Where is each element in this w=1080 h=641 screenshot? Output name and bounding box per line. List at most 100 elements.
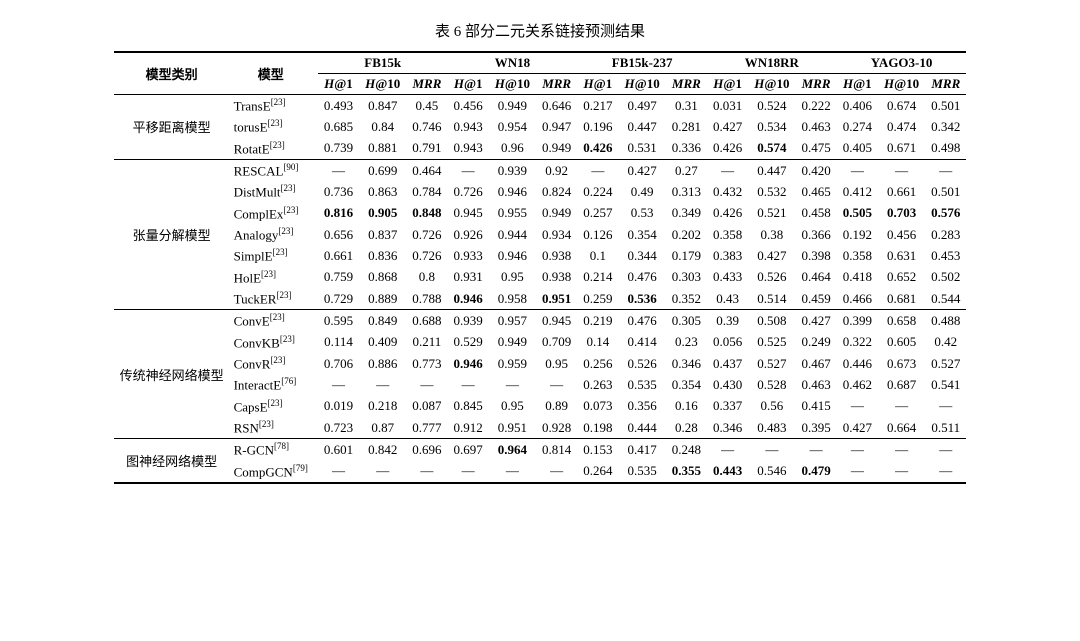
value-cell: 0.346 — [707, 417, 748, 439]
value-cell: — — [406, 374, 447, 395]
model-cell: DistMult[23] — [230, 181, 318, 202]
value-cell: 0.501 — [925, 95, 966, 117]
value-cell: 0.868 — [359, 267, 406, 288]
value-cell: 0.671 — [878, 138, 925, 160]
model-cell: ConvE[23] — [230, 310, 318, 332]
model-cell: HolE[23] — [230, 267, 318, 288]
dataset-header-2: FB15k-237 — [577, 52, 707, 74]
table-row: DistMult[23]0.7360.8630.7840.7260.9460.8… — [114, 181, 967, 202]
value-cell: 0.931 — [448, 267, 489, 288]
value-cell: — — [448, 159, 489, 181]
value-cell: 0.342 — [925, 116, 966, 137]
value-cell: 0.427 — [619, 159, 666, 181]
value-cell: 0.349 — [666, 203, 707, 224]
value-cell: 0.418 — [837, 267, 878, 288]
table-row: ConvKB[23]0.1140.4090.2110.5290.9490.709… — [114, 332, 967, 353]
value-cell: 0.395 — [795, 417, 836, 439]
value-cell: 0.427 — [748, 245, 795, 266]
value-cell: 0.541 — [925, 374, 966, 395]
value-cell: 0.214 — [577, 267, 618, 288]
value-cell: 0.264 — [577, 461, 618, 483]
value-cell: 0.652 — [878, 267, 925, 288]
model-cell: SimplE[23] — [230, 245, 318, 266]
value-cell: 0.426 — [707, 203, 748, 224]
table-row: InteractE[76]——————0.2630.5350.3540.4300… — [114, 374, 967, 395]
value-cell: 0.527 — [748, 353, 795, 374]
value-cell: — — [878, 461, 925, 483]
value-cell: 0.605 — [878, 332, 925, 353]
value-cell: 0.514 — [748, 288, 795, 310]
value-cell: 0.535 — [619, 461, 666, 483]
metric-header: MRR — [666, 74, 707, 95]
value-cell: 0.791 — [406, 138, 447, 160]
value-cell: 0.259 — [577, 288, 618, 310]
value-cell: 0.322 — [837, 332, 878, 353]
value-cell: 0.493 — [318, 95, 359, 117]
metric-header: MRR — [406, 74, 447, 95]
value-cell: 0.476 — [619, 267, 666, 288]
table-row: ComplEx[23]0.8160.9050.8480.9450.9550.94… — [114, 203, 967, 224]
value-cell: 0.945 — [536, 310, 577, 332]
value-cell: 0.031 — [707, 95, 748, 117]
value-cell: 0.488 — [925, 310, 966, 332]
metric-header: H@1 — [448, 74, 489, 95]
table-row: CompGCN[79]——————0.2640.5350.3550.4430.5… — [114, 461, 967, 483]
table-body: 平移距离模型TransE[23]0.4930.8470.450.4560.949… — [114, 95, 967, 483]
value-cell: 0.497 — [619, 95, 666, 117]
value-cell: 0.95 — [536, 353, 577, 374]
value-cell: 0.426 — [707, 138, 748, 160]
value-cell: 0.417 — [619, 439, 666, 461]
value-cell: 0.459 — [795, 288, 836, 310]
value-cell: 0.39 — [707, 310, 748, 332]
value-cell: 0.305 — [666, 310, 707, 332]
value-cell: 0.814 — [536, 439, 577, 461]
value-cell: 0.89 — [536, 396, 577, 417]
value-cell: — — [878, 159, 925, 181]
value-cell: 0.222 — [795, 95, 836, 117]
value-cell: 0.536 — [619, 288, 666, 310]
value-cell: 0.939 — [489, 159, 536, 181]
value-cell: 0.706 — [318, 353, 359, 374]
value-cell: 0.95 — [489, 267, 536, 288]
value-cell: 0.525 — [748, 332, 795, 353]
value-cell: 0.946 — [448, 353, 489, 374]
model-cell: ConvKB[23] — [230, 332, 318, 353]
value-cell: 0.601 — [318, 439, 359, 461]
value-cell: 0.951 — [489, 417, 536, 439]
value-cell: 0.576 — [925, 203, 966, 224]
model-cell: ComplEx[23] — [230, 203, 318, 224]
dataset-header-1: WN18 — [448, 52, 578, 74]
value-cell: 0.358 — [837, 245, 878, 266]
value-cell: 0.697 — [448, 439, 489, 461]
value-cell: 0.759 — [318, 267, 359, 288]
value-cell: — — [318, 374, 359, 395]
value-cell: 0.437 — [707, 353, 748, 374]
value-cell: 0.219 — [577, 310, 618, 332]
table-caption: 表 6 部分二元关系链接预测结果 — [30, 20, 1050, 41]
value-cell: 0.703 — [878, 203, 925, 224]
value-cell: 0.337 — [707, 396, 748, 417]
value-cell: 0.467 — [795, 353, 836, 374]
table-row: 张量分解模型RESCAL[90]—0.6990.464—0.9390.92—0.… — [114, 159, 967, 181]
value-cell: 0.934 — [536, 224, 577, 245]
value-cell: 0.383 — [707, 245, 748, 266]
value-cell: 0.354 — [666, 374, 707, 395]
value-cell: 0.406 — [837, 95, 878, 117]
value-cell: 0.27 — [666, 159, 707, 181]
results-table: 模型类别 模型 FB15k WN18 FB15k-237 WN18RR YAGO… — [114, 51, 967, 484]
value-cell: — — [925, 396, 966, 417]
value-cell: 0.508 — [748, 310, 795, 332]
value-cell: 0.685 — [318, 116, 359, 137]
value-cell: 0.211 — [406, 332, 447, 353]
table-row: 图神经网络模型R-GCN[78]0.6010.8420.6960.6970.96… — [114, 439, 967, 461]
value-cell: 0.784 — [406, 181, 447, 202]
value-cell: 0.673 — [878, 353, 925, 374]
value-cell: 0.949 — [489, 332, 536, 353]
value-cell: — — [359, 374, 406, 395]
value-cell: 0.464 — [795, 267, 836, 288]
value-cell: 0.224 — [577, 181, 618, 202]
value-cell: 0.56 — [748, 396, 795, 417]
table-row: ConvR[23]0.7060.8860.7730.9460.9590.950.… — [114, 353, 967, 374]
value-cell: 0.356 — [619, 396, 666, 417]
value-cell: 0.944 — [489, 224, 536, 245]
